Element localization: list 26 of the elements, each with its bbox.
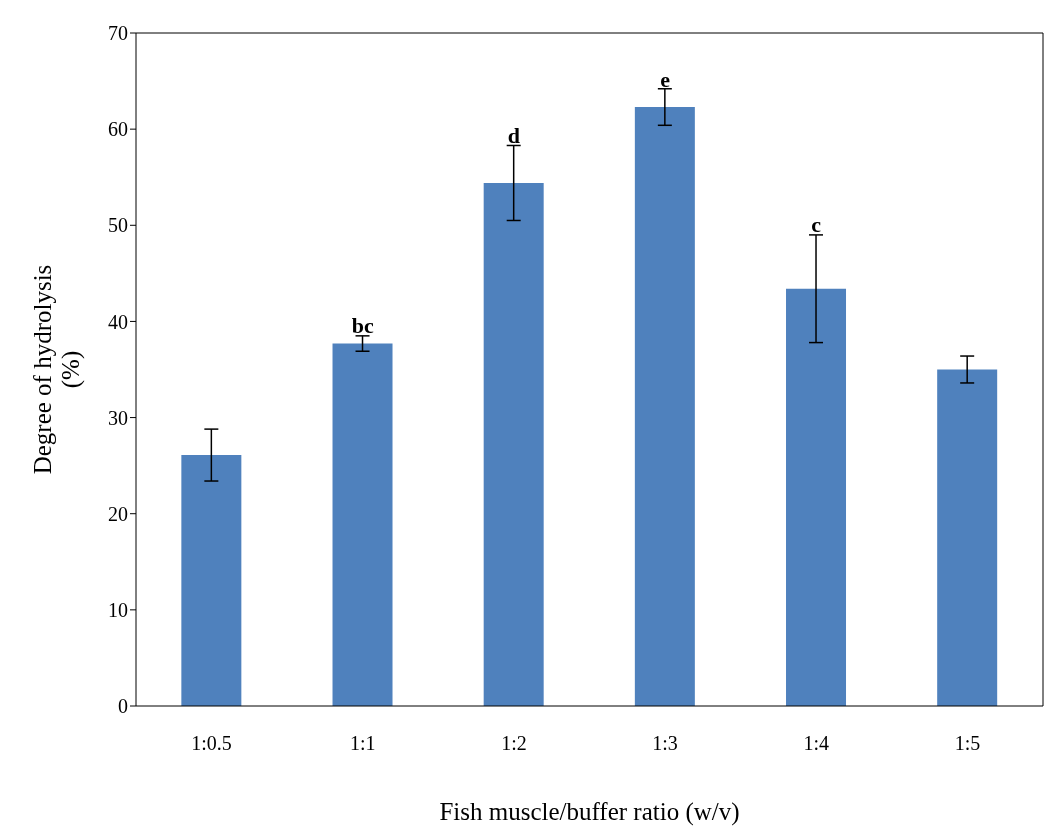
bar: [786, 288, 847, 706]
bar: [634, 107, 695, 706]
annotation: c: [811, 211, 822, 237]
y-tick-label: 70: [108, 22, 128, 45]
annotation: d: [507, 123, 521, 149]
y-axis-title: Degree of hydrolysis (%): [29, 264, 85, 475]
x-axis-title: Fish muscle/buffer ratio (w/v): [439, 798, 740, 826]
x-tick-label: 1:1: [349, 732, 376, 755]
y-tick-label: 0: [118, 695, 128, 718]
y-tick-label: 10: [108, 598, 128, 621]
x-tick-label: 1:5: [954, 732, 981, 755]
y-tick-label: 60: [108, 118, 128, 141]
y-tick-label: 20: [108, 502, 128, 525]
x-tick-label: 1:3: [652, 732, 678, 755]
annotation: e: [660, 66, 671, 92]
y-tick-label: 30: [108, 406, 128, 429]
y-tick-label: 50: [108, 214, 128, 237]
x-tick-label: 1:4: [803, 732, 830, 755]
annotation: bc: [351, 312, 374, 338]
x-tick-label: 1:0.5: [191, 732, 232, 755]
bar: [483, 182, 544, 706]
bar: [181, 455, 242, 706]
y-tick-label: 40: [108, 310, 128, 333]
bar: [332, 343, 393, 706]
x-tick-label: 1:2: [501, 732, 527, 755]
bar: [937, 369, 998, 706]
